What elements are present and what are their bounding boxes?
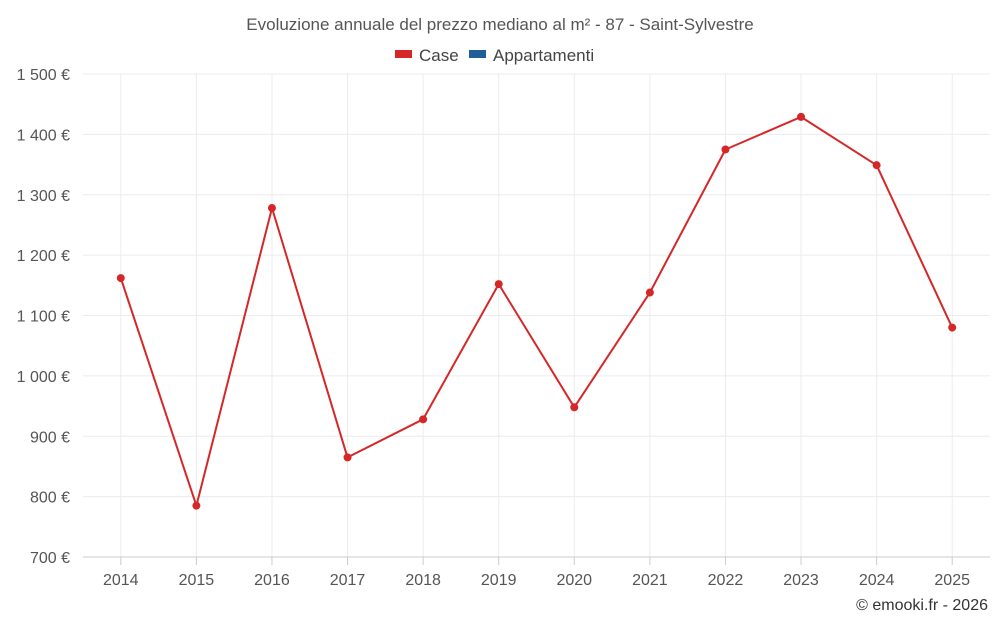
y-tick-label: 1 000 €	[17, 369, 70, 386]
data-point-case-2014[interactable]	[116, 274, 125, 283]
y-tick-label: 1 300 €	[17, 188, 70, 205]
x-tick-label: 2025	[934, 572, 970, 589]
x-tick-label: 2024	[859, 572, 895, 589]
x-tick-label: 2016	[254, 572, 290, 589]
x-tick-label: 2019	[481, 572, 517, 589]
data-point-case-2024[interactable]	[872, 161, 881, 170]
data-point-case-2022[interactable]	[721, 145, 730, 154]
x-tick-label: 2015	[179, 572, 215, 589]
axes: 700 € 800 € 900 € 1 000 € 1 100 € 1 200 € 1 30…	[17, 67, 990, 589]
chart-title: Evoluzione annuale del prezzo mediano al…	[246, 15, 753, 34]
x-tick-label: 2020	[556, 572, 592, 589]
legend: Case Appartamenti	[395, 46, 594, 65]
x-tick-label: 2017	[330, 572, 366, 589]
data-point-case-2025[interactable]	[948, 323, 957, 332]
y-tick-label: 800 €	[30, 490, 70, 507]
data-point-case-2015[interactable]	[192, 501, 201, 510]
y-tick-label: 1 500 €	[17, 67, 70, 84]
y-tick-label: 900 €	[30, 429, 70, 446]
legend-label-appartamenti[interactable]: Appartamenti	[493, 46, 594, 65]
y-tick-label: 1 400 €	[17, 127, 70, 144]
data-point-case-2018[interactable]	[419, 415, 428, 424]
credit-text: © emooki.fr - 2026	[856, 597, 988, 614]
series-line-case	[119, 115, 954, 507]
data-point-case-2017[interactable]	[343, 453, 352, 462]
legend-swatch-case	[395, 50, 412, 58]
x-tick-label: 2023	[783, 572, 819, 589]
legend-swatch-appartamenti	[469, 50, 486, 58]
x-tick-label: 2014	[103, 572, 139, 589]
data-point-case-2023[interactable]	[797, 112, 806, 121]
legend-label-case[interactable]: Case	[419, 46, 459, 65]
x-tick-label: 2022	[708, 572, 744, 589]
data-point-case-2019[interactable]	[494, 280, 503, 289]
x-tick-label: 2018	[405, 572, 441, 589]
grid	[83, 73, 990, 557]
y-tick-label: 700 €	[30, 550, 70, 567]
data-point-case-2020[interactable]	[570, 403, 579, 412]
data-point-case-2016[interactable]	[267, 204, 276, 213]
data-point-case-2021[interactable]	[645, 288, 654, 297]
x-tick-label: 2021	[632, 572, 668, 589]
series-case	[116, 112, 957, 510]
y-tick-label: 1 100 €	[17, 309, 70, 326]
y-tick-label: 1 200 €	[17, 248, 70, 265]
